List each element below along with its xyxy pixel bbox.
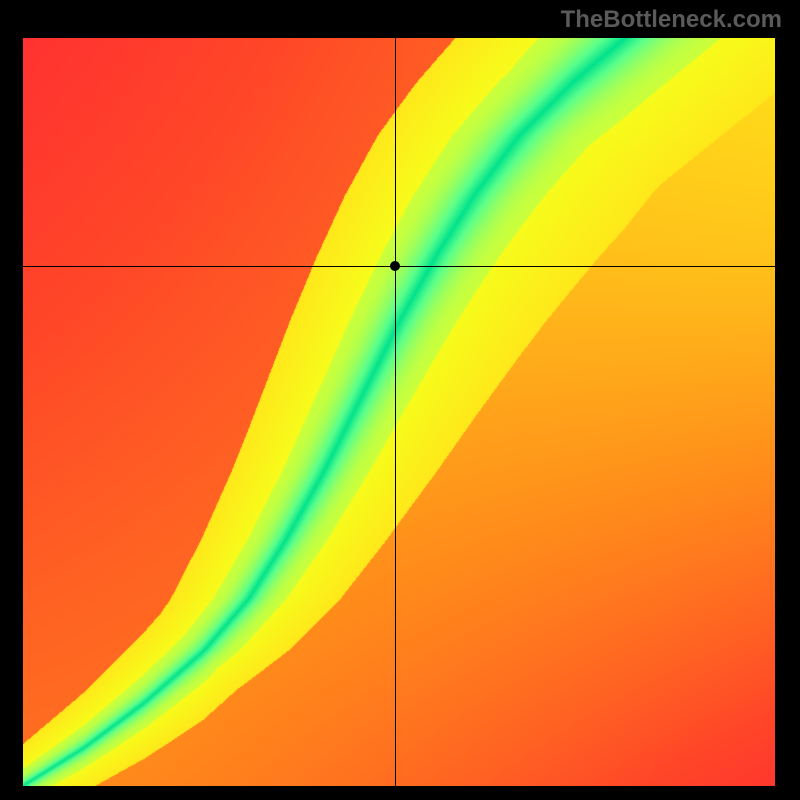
- attribution-text: TheBottleneck.com: [561, 6, 782, 34]
- heatmap-canvas: [23, 38, 775, 786]
- plot-area: [23, 38, 775, 786]
- crosshair-vertical: [395, 38, 396, 786]
- chart-container: TheBottleneck.com: [0, 0, 800, 800]
- crosshair-marker: [390, 261, 400, 271]
